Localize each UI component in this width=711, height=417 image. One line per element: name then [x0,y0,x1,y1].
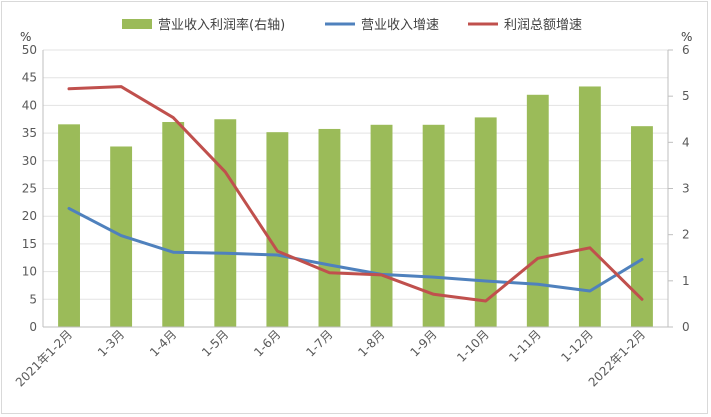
right-tick-label: 5 [682,89,690,103]
series-line [67,85,644,303]
x-tick-label: 1-10月 [454,327,492,365]
legend-label: 利润总额增速 [504,18,582,33]
x-tick-label: 1-9月 [407,327,439,359]
bar [474,117,497,327]
bar [58,124,80,327]
x-tick-label: 1-3月 [95,327,127,359]
legend: 营业收入利润率(右轴) 营业收入增速 利润总额增速 [122,17,582,33]
right-tick-label: 2 [682,228,690,242]
legend-swatch-bar [122,19,152,29]
left-tick-label: 15 [22,237,37,251]
x-tick-label: 1-12月 [558,327,596,365]
x-tick-label: 1-8月 [355,327,387,359]
bar [318,128,341,327]
x-tick-label: 1-7月 [303,327,335,359]
right-tick-label: 4 [682,135,690,149]
legend-label: 营业收入利润率(右轴) [158,17,285,33]
bar [214,119,237,327]
left-tick-label: 50 [22,43,37,57]
x-tick-label: 1-5月 [199,327,231,359]
x-tick-label: 2021年1-2月 [13,327,75,389]
right-tick-label: 1 [682,274,690,288]
x-tick-label: 1-11月 [506,327,544,365]
right-axis-unit: % [681,30,692,44]
bar [631,126,653,327]
series-line [67,206,644,293]
right-tick-label: 3 [682,182,690,196]
right-tick-label: 0 [682,320,690,334]
left-tick-label: 20 [22,209,37,223]
legend-label: 营业收入增速 [361,18,439,33]
left-tick-label: 35 [22,126,37,140]
left-tick-label: 45 [22,71,37,85]
bar [162,122,185,328]
right-tick-label: 6 [682,43,690,57]
left-tick-label: 10 [22,265,37,279]
line-series [67,85,644,303]
x-tick-label: 1-4月 [147,327,179,359]
left-tick-label: 30 [22,154,37,168]
bar [526,94,549,327]
left-tick-label: 0 [29,320,37,334]
left-tick-label: 5 [29,292,37,306]
left-tick-label: 25 [22,182,37,196]
left-axis-unit: % [20,30,31,44]
bar-series [58,86,653,328]
left-tick-label: 40 [22,98,37,112]
x-tick-label: 1-6月 [251,327,283,359]
gridlines [43,49,668,300]
bar [266,132,289,327]
bar [578,86,601,327]
bar [370,124,393,327]
